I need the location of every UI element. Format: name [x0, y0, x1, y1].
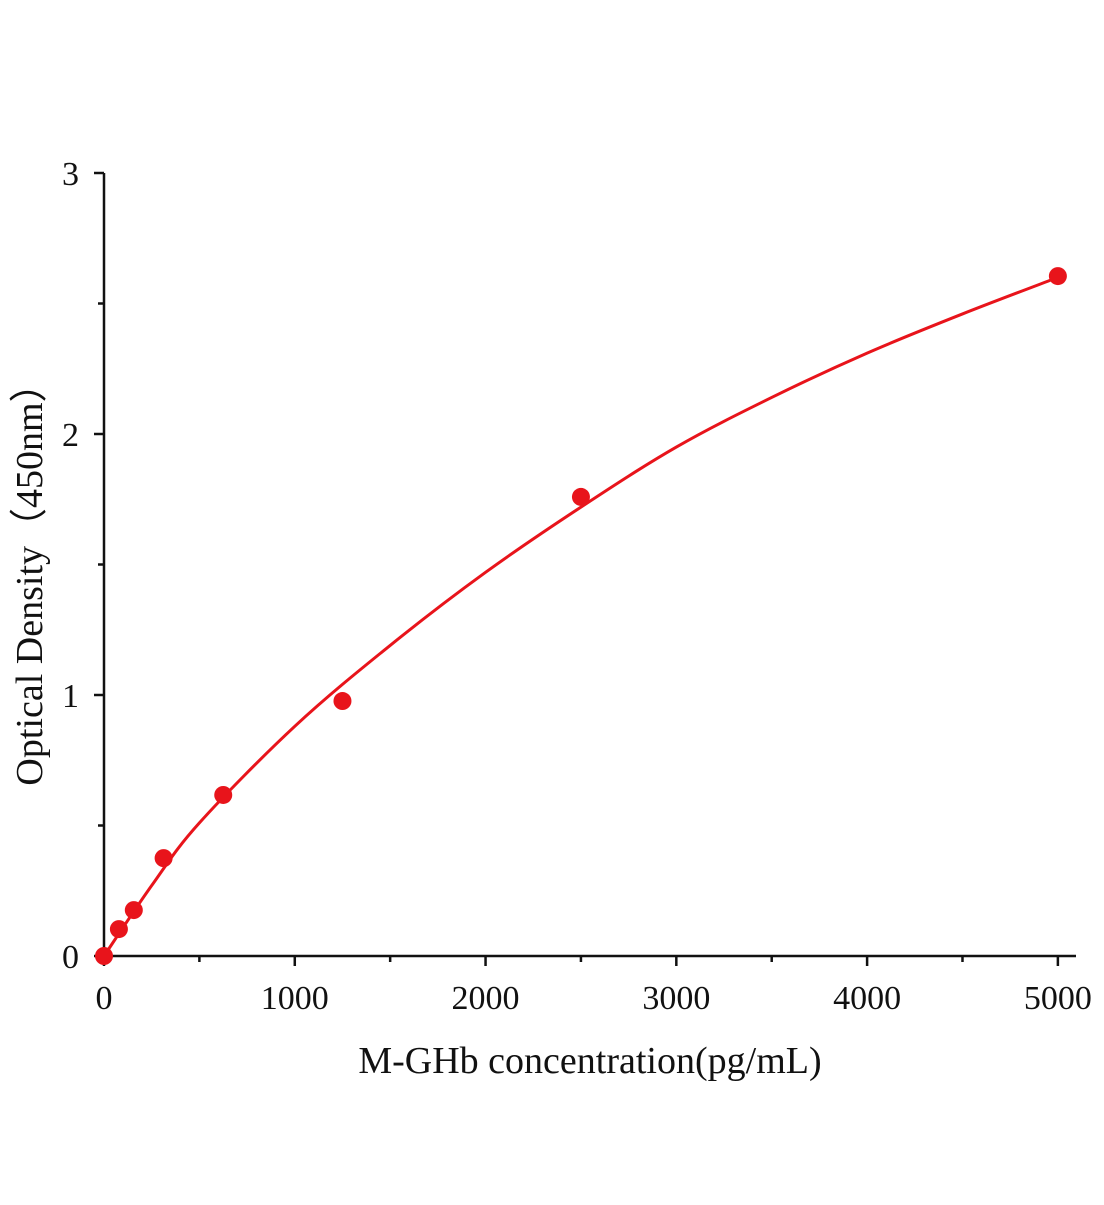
data-point — [214, 785, 233, 804]
data-point — [154, 849, 173, 868]
x-tick-label: 4000 — [833, 980, 901, 1017]
x-tick-label: 5000 — [1024, 980, 1092, 1017]
y-tick-label: 0 — [62, 939, 79, 976]
x-tick-label: 3000 — [642, 980, 710, 1017]
fit-curve — [102, 275, 1059, 957]
data-point — [1048, 267, 1067, 286]
x-tick-label: 1000 — [261, 980, 329, 1017]
data-point — [333, 692, 352, 711]
data-point — [124, 901, 143, 920]
y-tick-label: 2 — [62, 417, 79, 454]
data-point — [109, 920, 128, 939]
x-tick-label: 0 — [96, 980, 113, 1017]
data-point — [95, 947, 113, 965]
y-tick-label: 3 — [62, 156, 79, 193]
x-tick-label: 2000 — [452, 980, 520, 1017]
data-point — [571, 487, 590, 506]
x-axis-label: M-GHb concentration(pg/mL) — [358, 1040, 821, 1082]
y-tick-label: 1 — [62, 678, 79, 715]
y-axis-label: Optical Density（450nm） — [9, 364, 51, 785]
